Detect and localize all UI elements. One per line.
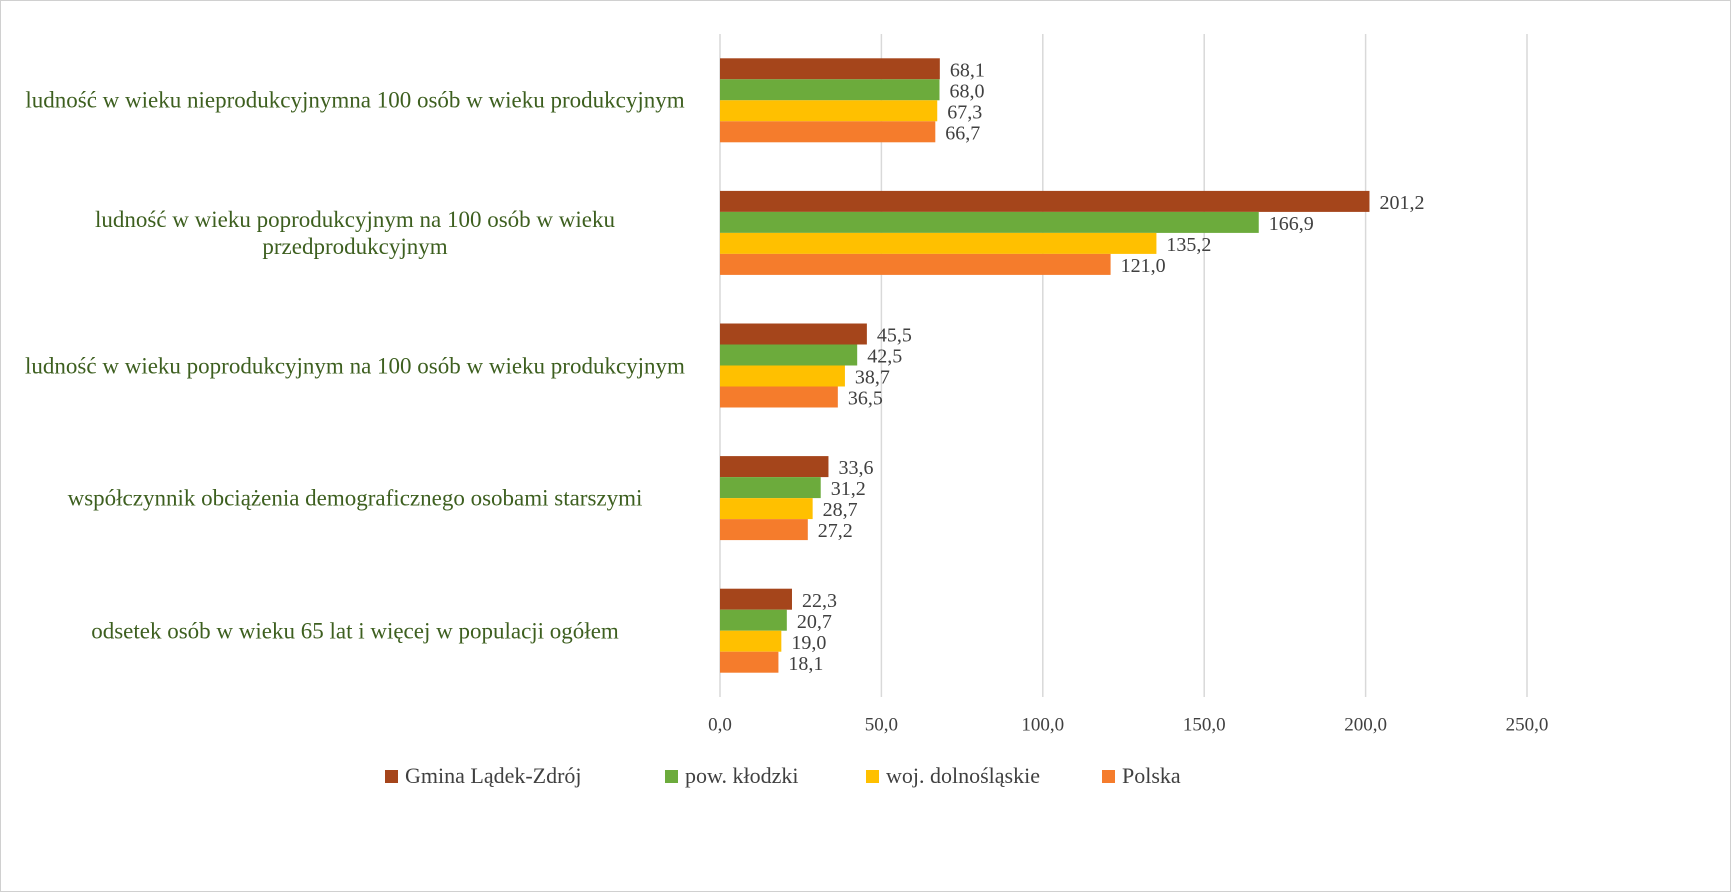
value-label: 66,7 [945, 122, 980, 144]
bar [720, 190, 1370, 212]
value-label: 27,2 [818, 520, 853, 542]
value-label: 19,0 [791, 632, 826, 654]
category-label: odsetek osób w wieku 65 lat i więcej w p… [91, 618, 619, 644]
bar [720, 211, 1259, 233]
value-label: 135,2 [1166, 234, 1211, 256]
value-label: 67,3 [947, 101, 982, 123]
bar [720, 498, 813, 520]
bar [720, 519, 808, 541]
value-label: 201,2 [1379, 192, 1424, 214]
bar [720, 386, 838, 408]
bar [720, 232, 1157, 254]
bar [720, 58, 940, 80]
bar [720, 365, 845, 387]
category-label: ludność w wieku nieprodukcyjnymna 100 os… [25, 87, 685, 113]
bar [720, 323, 867, 345]
x-tick-label: 50,0 [865, 714, 898, 735]
legend-swatch [866, 770, 879, 783]
value-label: 22,3 [802, 590, 837, 612]
value-label: 28,7 [823, 499, 858, 521]
legend-label: pow. kłodzki [685, 763, 798, 788]
category-label: ludność w wieku poprodukcyjnym na 100 os… [25, 353, 685, 378]
value-label: 68,0 [950, 80, 985, 102]
legend-swatch [385, 770, 398, 783]
legend-swatch [1102, 770, 1115, 783]
x-tick-label: 100,0 [1021, 714, 1064, 735]
value-label: 18,1 [788, 653, 823, 675]
bar [720, 253, 1111, 275]
bar [720, 609, 787, 631]
bar [720, 344, 858, 366]
value-label: 45,5 [877, 325, 912, 347]
bar [720, 630, 782, 652]
category-label: ludność w wieku poprodukcyjnym na 100 os… [95, 206, 615, 259]
bar [720, 100, 938, 122]
value-label: 33,6 [838, 457, 873, 479]
bar [720, 588, 792, 610]
legend-label: Polska [1122, 763, 1181, 788]
value-label: 166,9 [1269, 213, 1314, 235]
category-label: współczynnik obciążenia demograficznego … [67, 485, 643, 511]
legend-label: woj. dolnośląskie [886, 763, 1040, 788]
value-label: 31,2 [831, 478, 866, 500]
value-label: 68,1 [950, 59, 985, 81]
bar [720, 456, 829, 478]
x-tick-label: 0,0 [708, 714, 732, 735]
value-label: 38,7 [855, 367, 890, 389]
x-tick-label: 250,0 [1506, 714, 1549, 735]
bar [720, 651, 779, 673]
value-label: 42,5 [867, 346, 902, 368]
x-tick-label: 150,0 [1183, 714, 1226, 735]
bar [720, 121, 936, 143]
bar [720, 79, 940, 101]
bar [720, 477, 821, 499]
x-tick-label: 200,0 [1344, 714, 1387, 735]
value-label: 20,7 [797, 611, 832, 633]
legend-label: Gmina Lądek-Zdrój [405, 763, 582, 788]
legend-swatch [665, 770, 678, 783]
value-label: 36,5 [848, 388, 883, 410]
value-label: 121,0 [1121, 255, 1166, 277]
